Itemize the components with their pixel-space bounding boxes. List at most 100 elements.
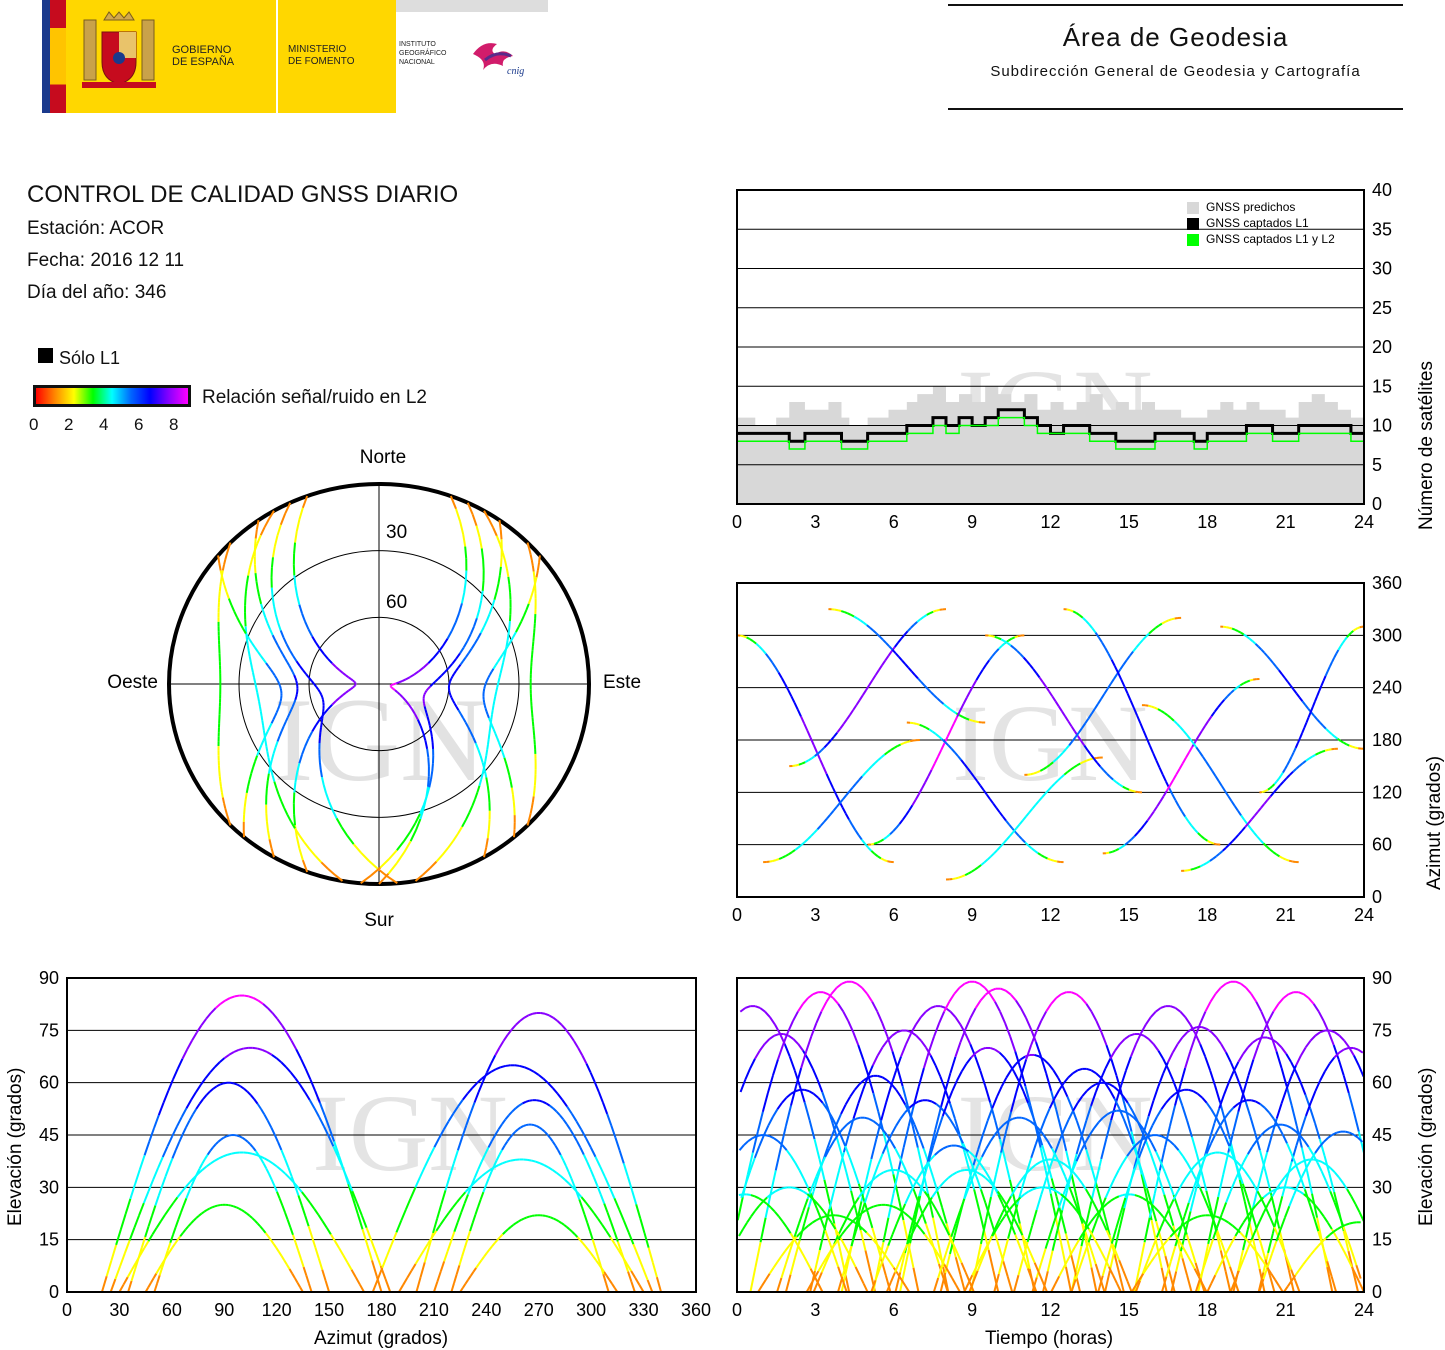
track-segment [953,716,959,724]
track-segment [476,1077,483,1084]
track-segment [820,1001,828,1012]
track-segment [366,1244,373,1261]
track-segment [870,1138,878,1160]
track-segment [320,718,324,723]
track-segment [304,738,310,747]
track-segment [1141,1172,1148,1189]
track-segment [294,827,301,836]
track-segment [1277,1236,1284,1249]
track-segment [1034,800,1040,806]
track-segment [777,671,783,679]
track-segment [920,681,926,687]
track-segment [886,1079,893,1085]
track-segment [429,730,433,737]
track-segment [1108,1249,1116,1271]
track-segment [742,1222,748,1230]
track-segment [744,1068,752,1080]
track-segment [1275,853,1281,858]
track-segment [634,1277,641,1286]
track-segment [935,1250,942,1259]
track-segment [881,1142,889,1155]
track-segment [1322,675,1327,682]
track-segment [908,804,914,811]
track-segment [157,1102,165,1116]
track-segment [978,669,984,676]
track-segment [466,1230,471,1240]
track-segment [473,638,479,645]
track-segment [886,833,891,838]
track-segment [220,1136,225,1141]
track-segment [1317,1230,1324,1247]
track-segment [455,508,462,522]
elevation-pass [1070,1134,1240,1293]
track-segment [510,1224,515,1228]
track-segment [863,621,868,626]
track-segment [143,1141,151,1156]
track-segment [565,1165,570,1173]
x-tick-label: 60 [162,1300,182,1320]
track-segment [934,1150,940,1156]
track-segment [1074,732,1080,738]
track-segment [477,1259,483,1265]
track-segment [286,1264,291,1270]
track-segment [115,1229,122,1246]
track-segment [876,1046,884,1057]
track-segment [436,1204,443,1219]
track-segment [940,1005,946,1009]
track-segment [1314,1205,1321,1212]
track-segment [1349,1131,1355,1136]
track-segment [449,678,453,682]
track-segment [1191,1136,1198,1155]
track-segment [496,682,500,688]
track-segment [825,993,833,1003]
track-segment [1019,1067,1027,1087]
track-segment [1156,800,1162,808]
track-segment [164,1166,170,1177]
track-segment [273,1185,278,1193]
track-segment [1246,1210,1253,1218]
track-segment [865,684,871,691]
track-segment [192,1217,197,1222]
track-segment [882,638,887,644]
track-segment [914,793,920,801]
x-tick-label: 270 [524,1300,554,1320]
track-segment [1189,1165,1196,1172]
track-segment [285,1032,293,1042]
track-segment [228,1051,235,1056]
track-segment [1081,1090,1088,1097]
track-segment [826,813,832,820]
track-segment [1143,1217,1151,1243]
track-segment [1229,1280,1236,1293]
track-segment [804,838,809,843]
x-tick-label: 24 [1354,1300,1374,1320]
track-segment [797,1210,805,1224]
track-segment [126,1269,133,1278]
track-segment [265,821,269,831]
x-tick-label: 90 [214,1300,234,1320]
track-segment [1002,1238,1010,1257]
track-segment [1337,1059,1345,1076]
track-segment [589,1252,595,1258]
track-segment [257,1047,263,1051]
track-segment [447,840,454,849]
track-segment [1066,1096,1074,1109]
track-segment [825,1252,831,1264]
track-segment [1020,1007,1027,1019]
satellite-track [482,555,541,838]
track-segment [1038,676,1044,683]
track-segment [442,1120,450,1131]
track-segment [811,1175,818,1188]
track-segment [198,1098,204,1105]
track-segment [564,1028,571,1036]
track-segment [1060,1161,1066,1166]
track-segment [857,1212,863,1218]
track-segment [1115,1085,1123,1103]
track-segment [254,1150,260,1156]
track-segment [568,1228,573,1233]
track-segment [1065,744,1070,750]
track-segment [396,840,405,851]
track-segment [1030,772,1035,776]
track-segment [1119,783,1124,788]
track-segment [800,841,806,846]
x-tick-label: 24 [1354,512,1374,530]
